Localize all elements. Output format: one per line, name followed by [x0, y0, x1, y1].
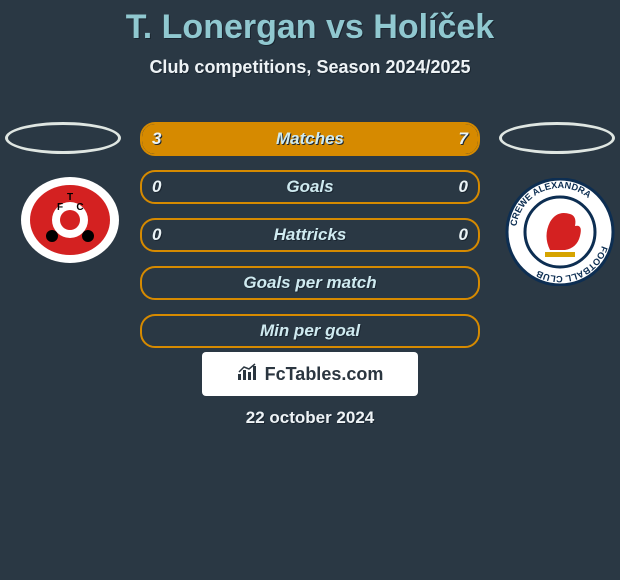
stat-row: Goals per match	[140, 266, 480, 300]
comparison-infographic: T. Lonergan vs Holíček Club competitions…	[0, 0, 620, 580]
page-title: T. Lonergan vs Holíček	[0, 0, 620, 47]
stat-label: Goals	[142, 172, 478, 202]
svg-text:T: T	[67, 192, 73, 203]
team-right-icon: CREWE ALEXANDRA FOOTBALL CLUB	[505, 178, 615, 286]
brand-text: FcTables.com	[265, 364, 384, 385]
stat-row: 37Matches	[140, 122, 480, 156]
stat-label: Min per goal	[142, 316, 478, 346]
chart-icon	[237, 363, 259, 386]
player-slot-right	[499, 122, 615, 154]
date-label: 22 october 2024	[0, 408, 620, 428]
stat-row: 00Hattricks	[140, 218, 480, 252]
page-subtitle: Club competitions, Season 2024/2025	[0, 57, 620, 78]
team-badge-left: T F C	[20, 176, 120, 264]
stat-label: Matches	[142, 124, 478, 154]
brand-badge[interactable]: FcTables.com	[202, 352, 418, 396]
svg-text:F: F	[57, 202, 63, 213]
team-left-icon: T F C	[20, 176, 120, 264]
team-badge-right: CREWE ALEXANDRA FOOTBALL CLUB	[505, 178, 615, 286]
stats-table: 37Matches 00Goals 00Hattricks Goals per mat…	[140, 122, 480, 362]
stat-label: Goals per match	[142, 268, 478, 298]
stat-row: Min per goal	[140, 314, 480, 348]
svg-text:C: C	[76, 202, 83, 213]
player-slot-left	[5, 122, 121, 154]
stat-row: 00Goals	[140, 170, 480, 204]
stat-label: Hattricks	[142, 220, 478, 250]
